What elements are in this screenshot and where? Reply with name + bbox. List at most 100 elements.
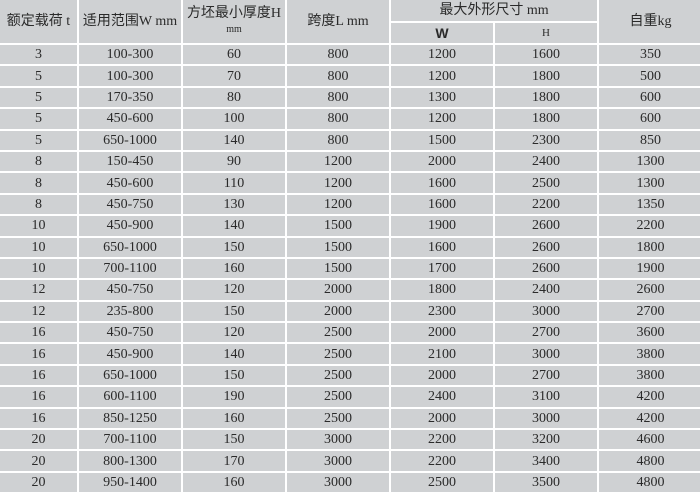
cell-h: 2400 [495, 151, 597, 172]
cell-h: 3000 [495, 344, 597, 364]
cell-h: 2200 [495, 194, 597, 215]
cell-range: 950-1400 [79, 472, 181, 493]
cell-load: 20 [0, 430, 77, 450]
table-row: 20 700-1100 150 3000 2200 3200 4600 [0, 430, 700, 450]
cell-load: 3 [0, 45, 77, 65]
table-row: 5 100-300 70 800 1200 1800 500 [0, 66, 700, 86]
cell-thickness: 110 [183, 173, 285, 193]
table-row: 3 100-300 60 800 1200 1600 350 [0, 45, 700, 65]
cell-range: 450-750 [79, 194, 181, 215]
cell-thickness: 150 [183, 365, 285, 386]
cell-range: 450-900 [79, 344, 181, 364]
cell-h: 2500 [495, 173, 597, 193]
cell-w: 1700 [391, 258, 493, 279]
cell-weight: 4200 [599, 408, 700, 429]
cell-h: 2600 [495, 216, 597, 236]
cell-h: 3400 [495, 451, 597, 471]
cell-w: 1200 [391, 109, 493, 129]
cell-span: 3000 [287, 451, 389, 471]
table-row: 20 950-1400 160 3000 2500 3500 4800 [0, 472, 700, 493]
cell-load: 20 [0, 451, 77, 471]
cell-span: 1200 [287, 151, 389, 172]
cell-span: 800 [287, 87, 389, 108]
cell-h: 2400 [495, 280, 597, 300]
cell-span: 1200 [287, 194, 389, 215]
cell-weight: 4600 [599, 430, 700, 450]
table-row: 5 170-350 80 800 1300 1800 600 [0, 87, 700, 108]
cell-h: 1800 [495, 66, 597, 86]
cell-load: 8 [0, 194, 77, 215]
cell-thickness: 60 [183, 45, 285, 65]
cell-w: 1600 [391, 237, 493, 257]
cell-thickness: 160 [183, 258, 285, 279]
cell-w: 2300 [391, 301, 493, 322]
header-w: W [391, 23, 493, 43]
cell-range: 450-750 [79, 280, 181, 300]
cell-h: 2700 [495, 365, 597, 386]
cell-weight: 1300 [599, 173, 700, 193]
cell-load: 12 [0, 280, 77, 300]
cell-h: 2700 [495, 323, 597, 343]
cell-span: 800 [287, 66, 389, 86]
cell-range: 700-1100 [79, 430, 181, 450]
cell-thickness: 140 [183, 344, 285, 364]
cell-span: 1500 [287, 237, 389, 257]
header-row: 额定载荷 t 适用范围W mm 方坯最小厚度H mm 跨度L mm 最大外形尺寸… [0, 0, 700, 43]
cell-load: 8 [0, 173, 77, 193]
cell-range: 450-600 [79, 109, 181, 129]
cell-weight: 1800 [599, 237, 700, 257]
header-max-dims: 最大外形尺寸 mm [391, 0, 597, 21]
cell-w: 1600 [391, 194, 493, 215]
cell-w: 2200 [391, 430, 493, 450]
cell-span: 800 [287, 45, 389, 65]
cell-load: 10 [0, 237, 77, 257]
cell-range: 170-350 [79, 87, 181, 108]
cell-range: 235-800 [79, 301, 181, 322]
table-row: 10 650-1000 150 1500 1600 2600 1800 [0, 237, 700, 257]
cell-thickness: 130 [183, 194, 285, 215]
header-weight: 自重kg [599, 0, 700, 43]
cell-w: 2000 [391, 365, 493, 386]
table-row: 8 450-750 130 1200 1600 2200 1350 [0, 194, 700, 215]
cell-w: 1300 [391, 87, 493, 108]
cell-thickness: 150 [183, 301, 285, 322]
cell-weight: 4800 [599, 451, 700, 471]
table-row: 16 450-900 140 2500 2100 3000 3800 [0, 344, 700, 364]
cell-thickness: 140 [183, 130, 285, 150]
subheader-row: W H [0, 23, 700, 43]
cell-w: 2000 [391, 151, 493, 172]
cell-weight: 2600 [599, 280, 700, 300]
cell-h: 1800 [495, 109, 597, 129]
table-row: 16 450-750 120 2500 2000 2700 3600 [0, 323, 700, 343]
cell-h: 3000 [495, 301, 597, 322]
cell-range: 100-300 [79, 45, 181, 65]
cell-thickness: 70 [183, 66, 285, 86]
cell-h: 2300 [495, 130, 597, 150]
cell-load: 5 [0, 109, 77, 129]
cell-w: 2500 [391, 472, 493, 493]
cell-w: 1600 [391, 173, 493, 193]
table-row: 16 650-1000 150 2500 2000 2700 3800 [0, 365, 700, 386]
cell-load: 20 [0, 472, 77, 493]
table-row: 10 450-900 140 1500 1900 2600 2200 [0, 216, 700, 236]
cell-thickness: 120 [183, 323, 285, 343]
cell-thickness: 150 [183, 237, 285, 257]
cell-range: 650-1000 [79, 130, 181, 150]
cell-load: 5 [0, 87, 77, 108]
cell-weight: 500 [599, 66, 700, 86]
header-span: 跨度L mm [287, 0, 389, 43]
cell-weight: 1900 [599, 258, 700, 279]
cell-h: 3500 [495, 472, 597, 493]
cell-span: 2000 [287, 301, 389, 322]
cell-load: 10 [0, 258, 77, 279]
cell-load: 16 [0, 387, 77, 407]
cell-load: 12 [0, 301, 77, 322]
table-row: 8 450-600 110 1200 1600 2500 1300 [0, 173, 700, 193]
cell-load: 8 [0, 151, 77, 172]
cell-span: 3000 [287, 430, 389, 450]
cell-w: 1800 [391, 280, 493, 300]
cell-h: 3000 [495, 408, 597, 429]
cell-thickness: 100 [183, 109, 285, 129]
cell-span: 2500 [287, 365, 389, 386]
